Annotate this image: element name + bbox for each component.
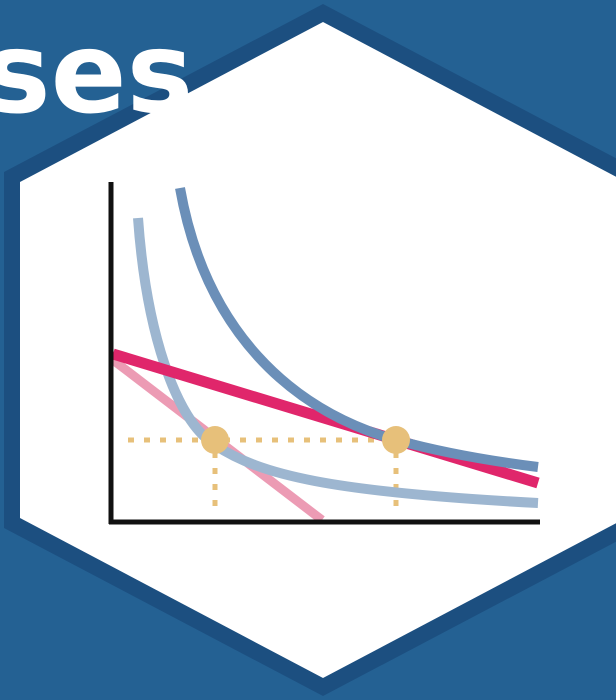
equilibrium-point-2 xyxy=(382,426,410,454)
indifference-curve-high xyxy=(175,187,539,472)
title-text: ses xyxy=(0,9,193,139)
hexagon-panel xyxy=(20,22,616,678)
economics-illustration xyxy=(108,182,540,525)
equilibrium-point-1 xyxy=(201,426,229,454)
budget-line-new xyxy=(111,348,540,489)
